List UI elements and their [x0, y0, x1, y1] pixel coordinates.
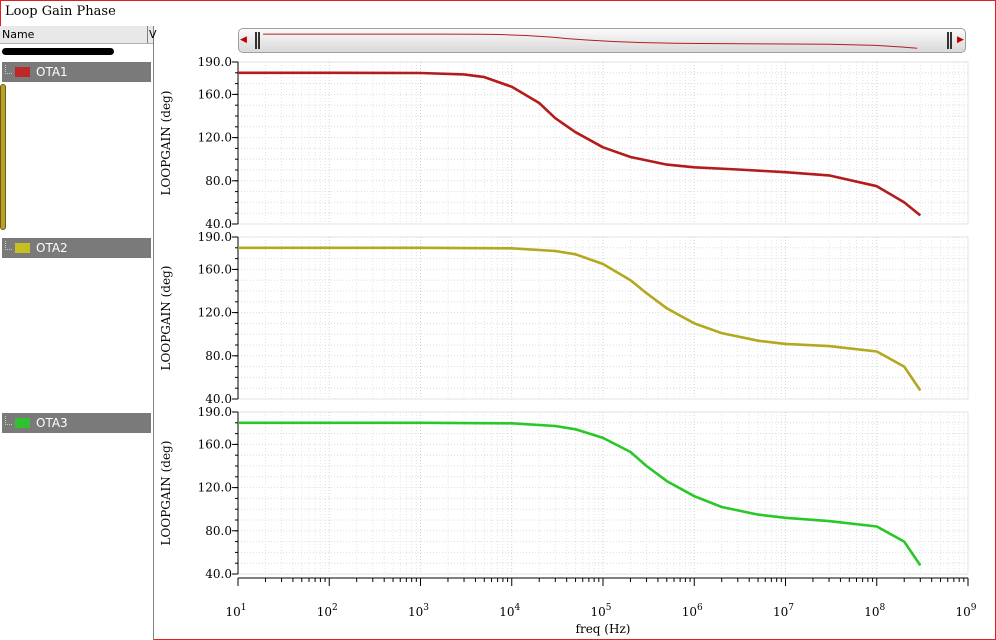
y-tick-label: 160.0	[198, 262, 232, 276]
overview-right-handle[interactable]	[947, 32, 952, 49]
tree-connector-icon	[5, 241, 12, 250]
y-tick-label: 40.0	[205, 217, 232, 231]
x-tick-label: 106	[682, 603, 703, 619]
y-axis-label: LOOPGAIN (deg)	[159, 266, 173, 371]
overview-trace	[263, 33, 918, 49]
y-tick-label: 120.0	[198, 131, 232, 145]
y-axis-label: LOOPGAIN (deg)	[159, 441, 173, 546]
overview-trace-line	[263, 33, 918, 49]
y-axis-label: LOOPGAIN (deg)	[159, 91, 173, 196]
window-title: Loop Gain Phase	[5, 4, 116, 19]
y-tick-label: 40.0	[205, 392, 232, 406]
trace-color-swatch	[15, 67, 30, 77]
overview-right-arrow-icon[interactable]: ▶	[957, 35, 964, 45]
trace-label: OTA2	[36, 241, 68, 255]
overview-scrollbar[interactable]: ◀ ▶	[238, 28, 966, 53]
y-tick-label: 190.0	[198, 230, 232, 244]
y-tick-label: 80.0	[205, 349, 232, 363]
y-tick-label: 80.0	[205, 174, 232, 188]
overview-left-arrow-icon[interactable]: ◀	[240, 35, 247, 45]
x-tick-label: 103	[408, 603, 429, 619]
column-v-header[interactable]: V	[149, 28, 157, 41]
tree-connector-icon	[5, 416, 12, 425]
x-tick-label: 101	[225, 603, 246, 619]
trace-label: OTA1	[36, 65, 68, 79]
tree-connector-icon	[5, 65, 12, 74]
panel-horizontal-scrollbar[interactable]	[2, 48, 114, 55]
panel-vertical-scrollbar[interactable]	[0, 84, 6, 230]
y-tick-label: 160.0	[198, 87, 232, 101]
y-tick-label: 190.0	[198, 55, 232, 69]
series-line-ota3	[238, 421, 922, 567]
y-tick-label: 120.0	[198, 306, 232, 320]
y-tick-label: 190.0	[198, 405, 232, 419]
y-tick-label: 120.0	[198, 481, 232, 495]
y-tick-label: 40.0	[205, 567, 232, 581]
trace-label: OTA3	[36, 416, 68, 430]
trace-item-ota2[interactable]: OTA2	[2, 238, 151, 258]
y-tick-label: 80.0	[205, 524, 232, 538]
x-tick-label: 104	[499, 603, 520, 619]
x-tick-label: 102	[317, 603, 338, 619]
column-separator[interactable]	[147, 26, 148, 43]
trace-item-ota1[interactable]: OTA1	[2, 62, 151, 82]
x-tick-label: 108	[864, 603, 885, 619]
y-tick-label: 160.0	[198, 437, 232, 451]
x-axis-label: freq (Hz)	[576, 622, 631, 636]
series-line-ota2	[238, 246, 922, 392]
series-line-ota1	[238, 71, 922, 217]
trace-color-swatch	[15, 418, 30, 428]
column-name-header[interactable]: Name	[2, 28, 35, 41]
column-header: Name V	[0, 26, 157, 44]
trace-list-panel: Name V OTA1 OTA2 OTA3	[0, 26, 157, 640]
trace-item-ota3[interactable]: OTA3	[2, 413, 151, 433]
x-tick-label: 109	[955, 603, 976, 619]
trace-color-swatch	[15, 243, 30, 253]
x-tick-label: 107	[773, 603, 794, 619]
x-tick-label: 105	[590, 603, 611, 619]
overview-left-handle[interactable]	[255, 32, 260, 49]
